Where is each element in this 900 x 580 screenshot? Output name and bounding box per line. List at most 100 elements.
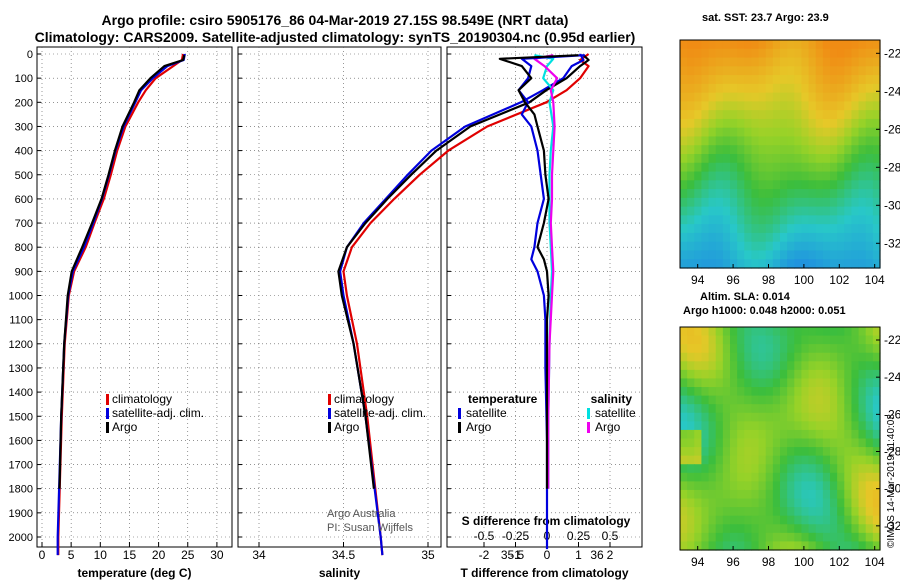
sst-map-cell	[765, 189, 774, 199]
sla-map-cell	[801, 498, 810, 508]
sst-map-cell	[787, 232, 795, 243]
sst-map-cell	[751, 224, 760, 234]
sla-map-cell	[687, 378, 695, 388]
sst-map-cell	[758, 92, 767, 102]
sst-map-cell	[872, 259, 881, 269]
sla-map-cell	[822, 515, 831, 525]
sst-map-cell	[701, 189, 710, 199]
sst-map-cell	[715, 101, 724, 111]
sst-map-cell	[687, 180, 695, 190]
sla-map-cell	[780, 481, 788, 491]
sla-map-cell	[715, 395, 724, 405]
sst-map-cell	[830, 259, 838, 269]
sst-map-cell	[765, 127, 774, 138]
sla-map-cell	[772, 369, 781, 380]
sla-map-cell	[694, 489, 703, 500]
sla-map-cell	[872, 327, 881, 337]
sst-map-cell	[694, 75, 703, 85]
sla-map-cell	[694, 344, 703, 354]
sst-map-cell	[765, 224, 774, 234]
sst-map-cell	[865, 127, 874, 138]
sst-map-cell	[722, 250, 731, 260]
sst-map-cell	[794, 189, 803, 199]
sla-map-cell	[722, 515, 731, 525]
sla-map-cell	[822, 481, 831, 491]
sst-map-cell	[830, 48, 838, 59]
sla-map-cell	[780, 369, 788, 380]
sla-map-cell	[701, 472, 710, 482]
sst-map-cell	[830, 145, 838, 155]
sst-map-cell	[844, 250, 853, 260]
sst-map-cell	[722, 118, 731, 129]
sla-map-cell	[837, 395, 845, 405]
sla-map-cell	[765, 404, 774, 414]
sst-map-cell	[730, 136, 738, 146]
temperature-x-tick-label: 30	[210, 548, 224, 562]
sst-map-cell	[730, 40, 738, 50]
sst-map-cell	[822, 101, 831, 111]
sla-map-cell	[744, 378, 753, 388]
sst-map-cell	[822, 75, 831, 85]
sst-map-cell	[715, 40, 724, 50]
sla-map-cell	[715, 327, 724, 337]
sst-lon-tick-label: 102	[829, 273, 849, 287]
sst-map-cell	[715, 259, 724, 269]
sla-map-cell	[844, 532, 853, 543]
sla-map-cell	[758, 464, 767, 474]
sst-map-cell	[851, 110, 860, 120]
sla-map-cell	[844, 352, 853, 362]
sst-map-cell	[687, 75, 695, 85]
sst-map-cell	[844, 48, 853, 59]
diff-legend-label: Argo	[466, 420, 492, 434]
sst-map-cell	[772, 136, 781, 146]
sst-map-cell	[737, 136, 745, 146]
depth-tick-label-200: 200	[15, 97, 33, 109]
sst-map-cell	[808, 197, 817, 208]
sst-map-cell	[744, 189, 753, 199]
sst-map-cell	[858, 136, 867, 146]
sst-map-cell	[730, 118, 738, 129]
sla-map-cell	[744, 404, 753, 414]
sst-map-cell	[815, 136, 824, 146]
sst-map-cell	[694, 215, 703, 225]
sst-map-cell	[808, 40, 817, 50]
sla-map-cell	[851, 541, 860, 551]
sla-map-cell	[801, 541, 810, 551]
sst-map-cell	[815, 162, 824, 173]
sla-map-cell	[744, 352, 753, 362]
depth-tick-label-1600: 1600	[9, 435, 33, 447]
sla-map-cell	[701, 404, 710, 414]
sla-map-cell	[787, 507, 795, 517]
sla-map-cell	[787, 421, 795, 431]
sla-map-cell	[822, 352, 831, 362]
sla-map-cell	[751, 395, 760, 405]
sst-map-cell	[851, 66, 860, 76]
sla-map-cell	[794, 481, 803, 491]
sst-map-cell	[787, 171, 795, 181]
sla-map-cell	[701, 395, 710, 405]
sla-map-cell	[844, 472, 853, 482]
temperature-series-argo	[58, 54, 186, 489]
sla-map-cell	[822, 395, 831, 405]
sst-map-cell	[694, 206, 703, 216]
sst-map-cell	[851, 171, 860, 181]
sst-map-cell	[872, 215, 881, 225]
sla-map-cell	[737, 378, 745, 388]
salinity-legend-swatch	[328, 394, 331, 405]
salinity-legend-swatch	[328, 422, 331, 433]
sla-map-cell	[801, 387, 810, 397]
sla-map-cell	[844, 447, 853, 457]
sst-map-cell	[787, 162, 795, 173]
sla-map-cell	[794, 395, 803, 405]
sst-map-cell	[680, 48, 688, 59]
salinity-x-tick-label: 34	[252, 548, 266, 562]
sla-map-cell	[815, 489, 824, 500]
sst-map-cell	[737, 127, 745, 138]
sla-map-cell	[772, 412, 781, 422]
sst-map-cell	[708, 250, 717, 260]
sst-map-cell	[858, 215, 867, 225]
sla-map-cell	[715, 421, 724, 431]
sst-map-cell	[701, 48, 710, 59]
sst-map-cell	[815, 224, 824, 234]
sla-map-cell	[858, 352, 867, 362]
